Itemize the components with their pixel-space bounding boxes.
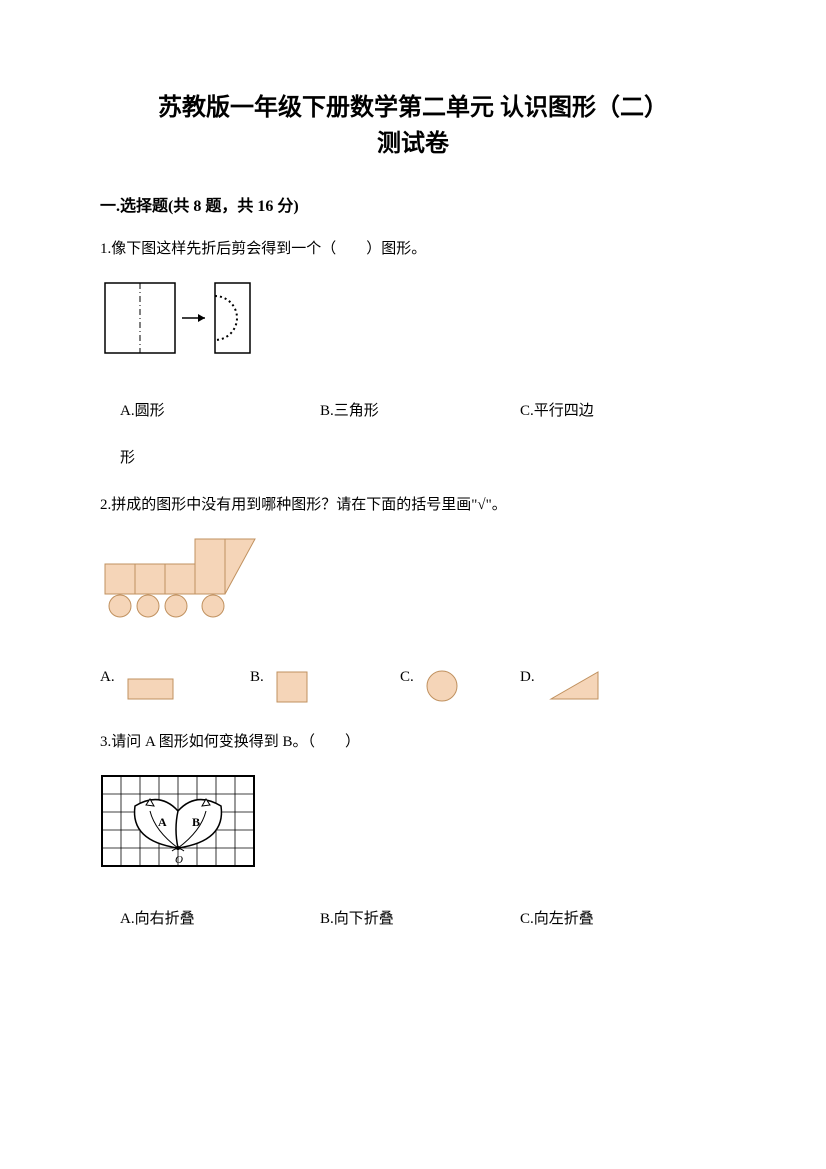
q2-figure: [100, 534, 726, 639]
q2-opt-c-label: C.: [400, 664, 414, 691]
q3-figure: A B O: [100, 771, 726, 881]
q3-option-c: C.向左折叠: [520, 906, 670, 933]
q3-text: 3.请问 A 图形如何变换得到 B。（ ）: [100, 729, 726, 756]
q1-option-a: A.圆形: [120, 398, 320, 425]
title-line-1: 苏教版一年级下册数学第二单元 认识图形（二）: [100, 90, 726, 126]
q1-figure: [100, 278, 726, 373]
square-icon: [272, 664, 317, 704]
q1-option-b: B.三角形: [320, 398, 520, 425]
q1-option-c-cont: 形: [100, 445, 726, 472]
circle-icon: [422, 664, 462, 704]
q2-option-c: C.: [400, 664, 520, 704]
question-2: 2.拼成的图形中没有用到哪种图形？请在下面的括号里画"√"。 A. B.: [100, 492, 726, 704]
label-o: O: [175, 854, 183, 866]
title-line-2: 测试卷: [100, 126, 726, 162]
rectangle-icon: [123, 664, 178, 704]
q2-option-b: B.: [250, 664, 400, 704]
label-a: A: [158, 815, 167, 829]
question-1: 1.像下图这样先折后剪会得到一个（ ）图形。 A.圆形 B.三角形 C.平行四边…: [100, 236, 726, 472]
q1-option-c: C.平行四边: [520, 398, 670, 425]
page-title: 苏教版一年级下册数学第二单元 认识图形（二） 测试卷: [100, 90, 726, 162]
question-3: 3.请问 A 图形如何变换得到 B。（ ）: [100, 729, 726, 933]
q3-option-b: B.向下折叠: [320, 906, 520, 933]
q3-option-a: A.向右折叠: [120, 906, 320, 933]
triangle-icon: [543, 664, 603, 704]
q2-opt-a-label: A.: [100, 664, 115, 691]
label-b: B: [192, 815, 200, 829]
section-header: 一.选择题(共 8 题，共 16 分): [100, 192, 726, 216]
q2-text: 2.拼成的图形中没有用到哪种图形？请在下面的括号里画"√"。: [100, 492, 726, 519]
q3-options: A.向右折叠 B.向下折叠 C.向左折叠: [100, 906, 726, 933]
q2-opt-b-label: B.: [250, 664, 264, 691]
q2-option-a: A.: [100, 664, 250, 704]
q2-opt-d-label: D.: [520, 664, 535, 691]
q1-text: 1.像下图这样先折后剪会得到一个（ ）图形。: [100, 236, 726, 263]
q2-options: A. B. C. D.: [100, 664, 726, 704]
q1-options: A.圆形 B.三角形 C.平行四边: [100, 398, 726, 425]
q2-option-d: D.: [520, 664, 670, 704]
